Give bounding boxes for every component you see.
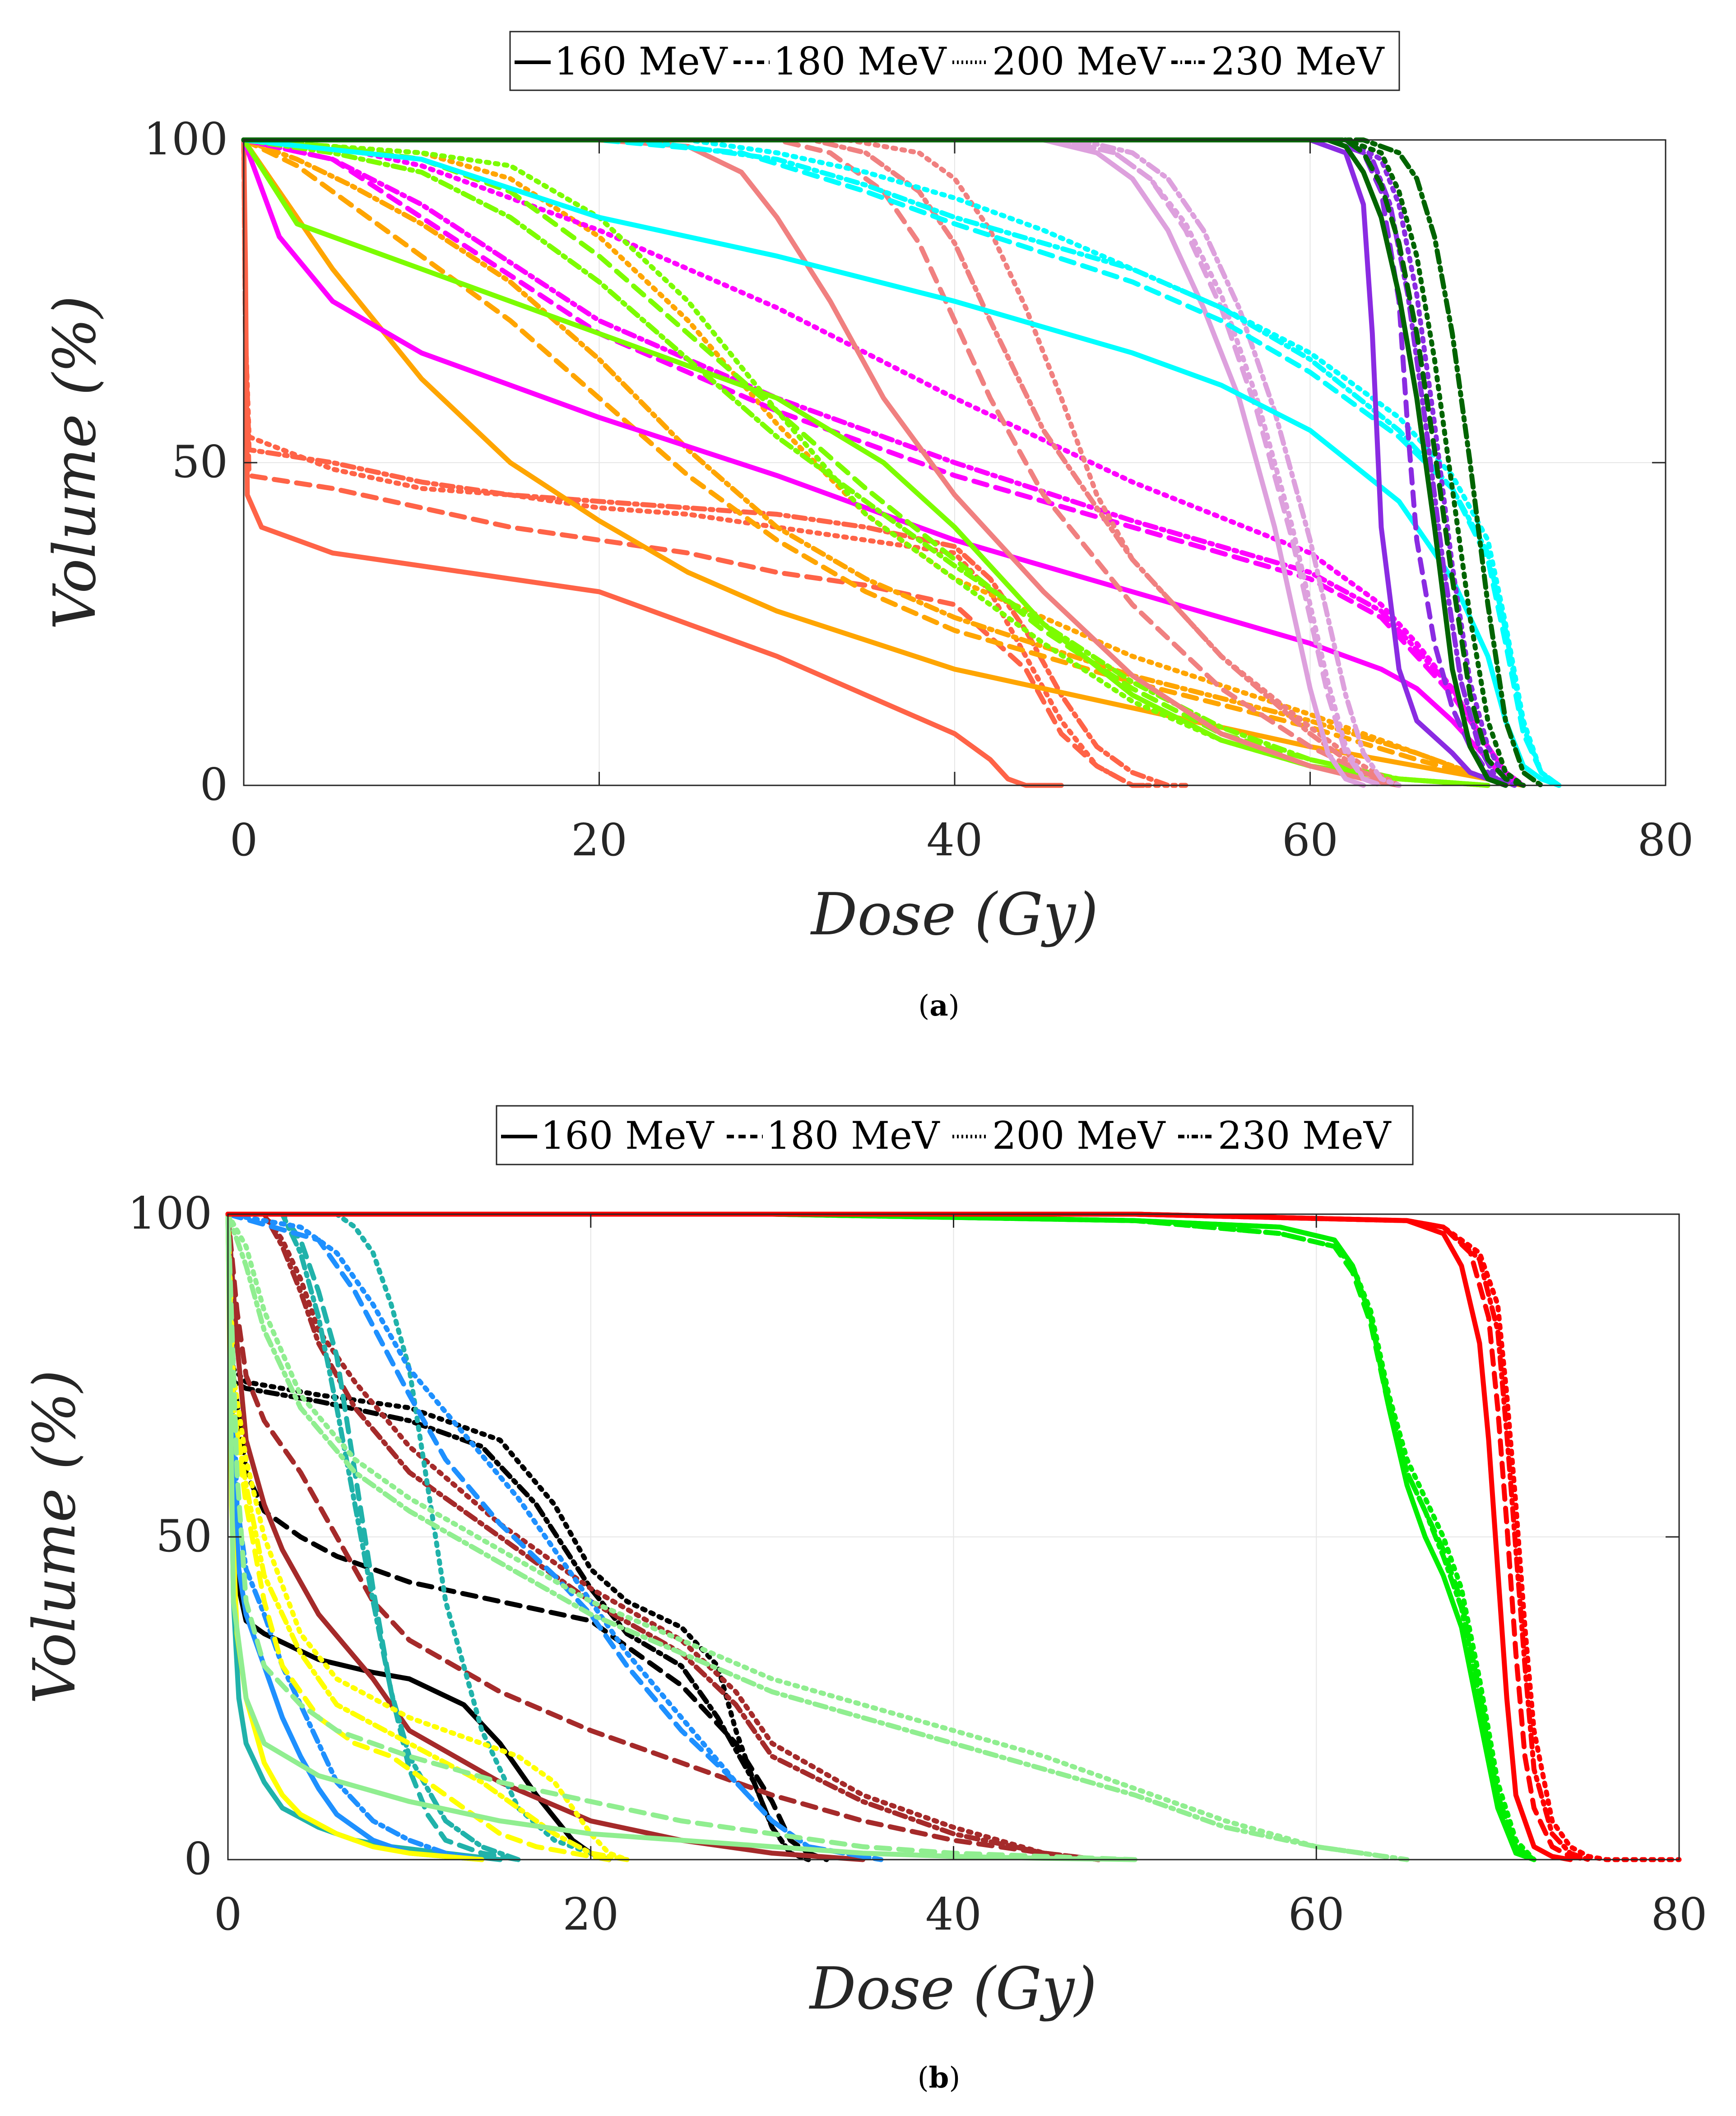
- dvh-curve-dashdot: [241, 137, 1402, 788]
- dvh-curve-dotted: [241, 137, 1526, 788]
- dvh-curve-dashdot: [241, 137, 1188, 788]
- dvh-curve-dotted: [241, 137, 1526, 788]
- dvh-curve-dashdot: [241, 137, 1402, 788]
- legend-label: 230 MeV: [1218, 1114, 1392, 1158]
- legend-box: [496, 1105, 1414, 1165]
- xtick-label: 40: [925, 1889, 982, 1940]
- dvh-curve-dotted: [225, 1211, 1410, 1862]
- dvh-curve-dotted: [241, 137, 1402, 788]
- tick-marks: [227, 1213, 1680, 1861]
- legend-box: [509, 31, 1400, 91]
- tick-marks: [243, 139, 1666, 786]
- xtick-label: 0: [230, 815, 258, 866]
- panel-label: (b): [918, 2061, 961, 2095]
- dvh-curve-dashed: [241, 137, 1526, 788]
- dvh-curve-dotted: [241, 137, 1526, 788]
- ytick-label: 50: [172, 436, 228, 488]
- x-axis-label: Dose (Gy): [810, 881, 1098, 948]
- dvh-curve-solid: [241, 137, 1526, 788]
- dvh-curve-solid: [241, 137, 1509, 788]
- ytick-label: 100: [144, 114, 228, 165]
- dvh-curve-solid: [225, 1211, 1137, 1862]
- dvh-curve-dashdot: [241, 137, 1562, 788]
- xtick-label: 80: [1651, 1889, 1708, 1940]
- legend: 160 MeV 180 MeV 200 MeV 230 MeV: [496, 1105, 1414, 1165]
- dvh-curve-dashdot: [241, 137, 1526, 788]
- dvh-curve-dashed: [241, 137, 1153, 788]
- dvh-curve-dashed: [225, 1211, 1137, 1862]
- dvh-curve-dashdot: [225, 1211, 1536, 1862]
- ytick-label: 0: [200, 759, 228, 811]
- legend-label: 160 MeV: [554, 39, 728, 84]
- y-axis-label: Volume (%): [21, 1370, 88, 1704]
- dvh-curve-solid: [241, 137, 1366, 788]
- ytick-label: 100: [128, 1188, 212, 1239]
- xtick-label: 0: [214, 1889, 242, 1940]
- legend-label: 200 MeV: [992, 39, 1166, 84]
- dvh-curve-dashed: [241, 137, 1384, 788]
- dvh-curve-dashed: [241, 137, 1526, 788]
- dvh-curve-dotted: [225, 1211, 630, 1862]
- dvh-curve-dashed: [225, 1211, 1101, 1862]
- dvh-curve-solid: [241, 137, 1509, 788]
- panel-a: 0 50 100 0 20 40 60 80 Dose (Gy) Volume …: [42, 31, 1694, 1023]
- dvh-curve-dashed: [241, 137, 1402, 788]
- dvh-curve-dashdot: [225, 1211, 1591, 1862]
- dvh-curve-dotted: [241, 137, 1384, 788]
- xtick-label: 80: [1638, 815, 1694, 866]
- xtick-label: 20: [562, 1889, 619, 1940]
- dvh-curve-dashdot: [241, 137, 1544, 788]
- legend-label: 180 MeV: [773, 39, 947, 84]
- legend-label: 160 MeV: [541, 1114, 715, 1158]
- legend: 160 MeV 180 MeV 200 MeV 230 MeV: [509, 31, 1400, 91]
- legend-label: 230 MeV: [1211, 39, 1385, 84]
- xtick-label: 40: [927, 815, 983, 866]
- dvh-curve-solid: [225, 1211, 503, 1862]
- series-lines: [241, 137, 1562, 788]
- xtick-label: 60: [1282, 815, 1338, 866]
- legend-label: 200 MeV: [992, 1114, 1166, 1158]
- ytick-label: 50: [156, 1511, 212, 1562]
- x-axis-label: Dose (Gy): [809, 1955, 1097, 2023]
- panel-label: (a): [918, 989, 959, 1023]
- dvh-curve-dashed: [225, 1211, 612, 1862]
- xtick-label: 60: [1288, 1889, 1345, 1940]
- panel-letter: a: [929, 989, 948, 1023]
- y-axis-label: Volume (%): [42, 296, 109, 630]
- xtick-label: 20: [571, 815, 627, 866]
- ytick-label: 0: [184, 1833, 212, 1885]
- dvh-curve-solid: [241, 137, 1526, 788]
- dvh-curve-dashdot: [225, 1211, 630, 1862]
- panel-b: 0 50 100 0 20 40 60 80 Dose (Gy) Volume …: [21, 1105, 1708, 2095]
- dvh-curve-solid: [241, 137, 1064, 788]
- dvh-curve-dashdot: [241, 137, 1490, 788]
- dvh-curve-dashdot: [225, 1211, 521, 1862]
- legend-label: 180 MeV: [766, 1114, 940, 1158]
- dvh-curve-dotted: [225, 1211, 612, 1862]
- dvh-curve-dashdot: [225, 1211, 1410, 1862]
- panel-letter: b: [929, 2061, 949, 2095]
- dvh-curve-dotted: [225, 1211, 1101, 1862]
- dvh-curve-dotted: [225, 1211, 884, 1862]
- series-lines: [225, 1211, 1682, 1862]
